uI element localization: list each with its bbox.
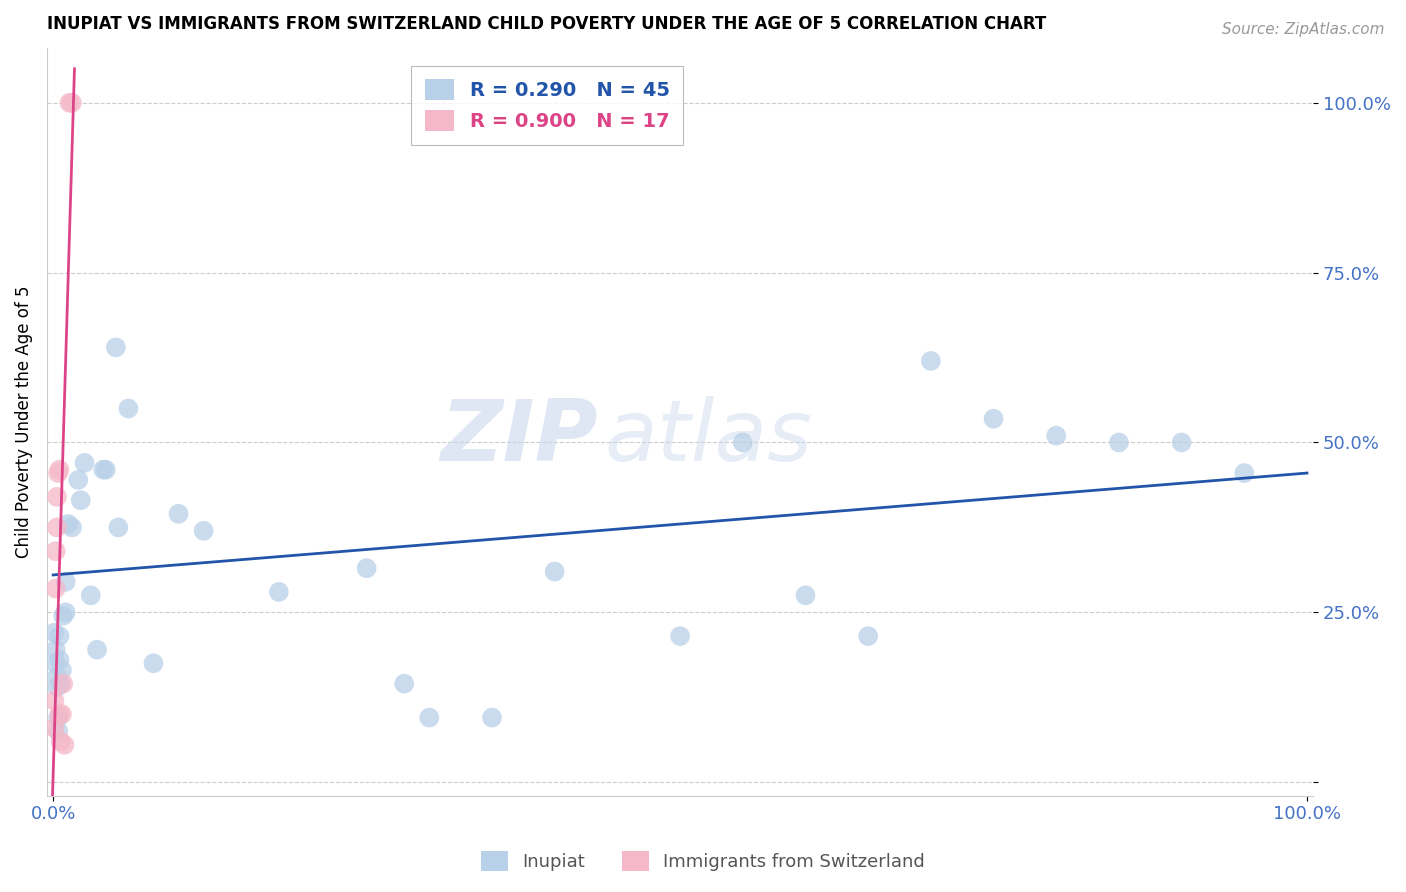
Point bbox=[45, 520, 67, 534]
Point bbox=[44, 693, 66, 707]
Point bbox=[856, 629, 879, 643]
Point bbox=[46, 711, 69, 725]
Point bbox=[46, 724, 69, 739]
Point bbox=[60, 95, 83, 110]
Text: atlas: atlas bbox=[605, 395, 813, 478]
Point bbox=[60, 520, 83, 534]
Point bbox=[45, 670, 67, 684]
Point bbox=[52, 608, 75, 623]
Point bbox=[51, 707, 73, 722]
Point bbox=[794, 588, 817, 602]
Point bbox=[58, 516, 80, 531]
Point bbox=[142, 657, 165, 671]
Y-axis label: Child Poverty Under the Age of 5: Child Poverty Under the Age of 5 bbox=[15, 285, 32, 558]
Point bbox=[45, 642, 67, 657]
Point bbox=[45, 544, 67, 558]
Point bbox=[45, 490, 67, 504]
Point bbox=[1170, 435, 1192, 450]
Point bbox=[193, 524, 215, 538]
Point bbox=[418, 711, 440, 725]
Point bbox=[53, 738, 76, 752]
Point bbox=[51, 663, 73, 677]
Point bbox=[104, 340, 127, 354]
Text: ZIP: ZIP bbox=[440, 395, 598, 478]
Point bbox=[91, 463, 114, 477]
Point bbox=[1108, 435, 1130, 450]
Point bbox=[107, 520, 129, 534]
Point bbox=[481, 711, 503, 725]
Point bbox=[1233, 466, 1256, 480]
Point bbox=[52, 676, 75, 690]
Point bbox=[356, 561, 378, 575]
Point bbox=[1045, 428, 1067, 442]
Point bbox=[46, 466, 69, 480]
Point bbox=[55, 605, 77, 619]
Point bbox=[80, 588, 103, 602]
Legend: R = 0.290   N = 45, R = 0.900   N = 17: R = 0.290 N = 45, R = 0.900 N = 17 bbox=[411, 66, 683, 145]
Point bbox=[49, 676, 72, 690]
Point bbox=[983, 411, 1005, 425]
Point bbox=[49, 734, 72, 748]
Point bbox=[58, 95, 80, 110]
Point bbox=[73, 456, 96, 470]
Point bbox=[394, 676, 416, 690]
Point bbox=[731, 435, 754, 450]
Point bbox=[48, 707, 70, 722]
Point bbox=[544, 565, 567, 579]
Text: INUPIAT VS IMMIGRANTS FROM SWITZERLAND CHILD POVERTY UNDER THE AGE OF 5 CORRELAT: INUPIAT VS IMMIGRANTS FROM SWITZERLAND C… bbox=[46, 15, 1046, 33]
Point bbox=[94, 463, 117, 477]
Legend: Inupiat, Immigrants from Switzerland: Inupiat, Immigrants from Switzerland bbox=[474, 844, 932, 879]
Point bbox=[920, 354, 942, 368]
Point bbox=[45, 582, 67, 596]
Point bbox=[45, 680, 67, 694]
Point bbox=[267, 585, 290, 599]
Point bbox=[48, 463, 70, 477]
Point bbox=[86, 642, 108, 657]
Point bbox=[55, 574, 77, 589]
Point bbox=[44, 721, 66, 735]
Point bbox=[117, 401, 139, 416]
Point bbox=[48, 629, 70, 643]
Point bbox=[48, 653, 70, 667]
Point bbox=[44, 625, 66, 640]
Point bbox=[167, 507, 190, 521]
Point bbox=[669, 629, 692, 643]
Point bbox=[67, 473, 90, 487]
Point bbox=[45, 657, 67, 671]
Text: Source: ZipAtlas.com: Source: ZipAtlas.com bbox=[1222, 22, 1385, 37]
Point bbox=[69, 493, 91, 508]
